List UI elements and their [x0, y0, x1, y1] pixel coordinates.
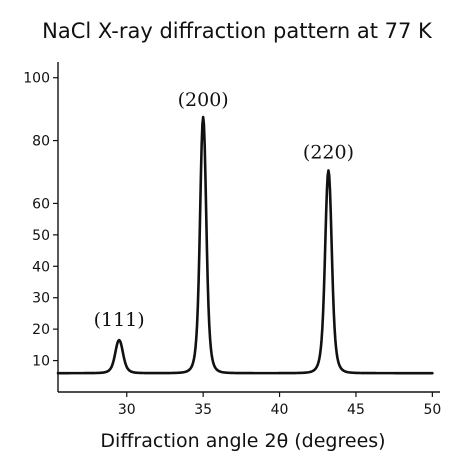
peak-label: (220) — [303, 141, 354, 163]
diffraction-curve — [56, 115, 434, 375]
x-tick-label: 45 — [347, 402, 365, 418]
y-tick-label: 30 — [32, 291, 50, 307]
x-tick-label: 40 — [271, 402, 289, 418]
x-ticks: 30 35 40 45 50 — [118, 392, 441, 418]
y-tick-label: 50 — [32, 228, 50, 244]
peak-labels: (111) (200) (220) — [94, 89, 354, 331]
peak-label: (200) — [178, 89, 229, 111]
y-tick-label: 20 — [32, 322, 50, 338]
y-tick-label: 40 — [32, 259, 50, 275]
x-tick-label: 35 — [194, 402, 212, 418]
chart-title: NaCl X-ray diffraction pattern at 77 K — [42, 19, 433, 43]
y-tick-label: 10 — [32, 354, 50, 370]
y-tick-label: 60 — [32, 196, 50, 212]
y-ticks: 10 20 30 40 50 60 80 100 — [23, 71, 58, 370]
x-tick-label: 30 — [118, 402, 136, 418]
peak-label: (111) — [94, 309, 145, 331]
y-tick-label: 80 — [32, 134, 50, 150]
x-axis-label: Diffraction angle 2θ (degrees) — [100, 430, 385, 452]
x-tick-label: 50 — [423, 402, 441, 418]
y-tick-label: 100 — [23, 71, 50, 87]
